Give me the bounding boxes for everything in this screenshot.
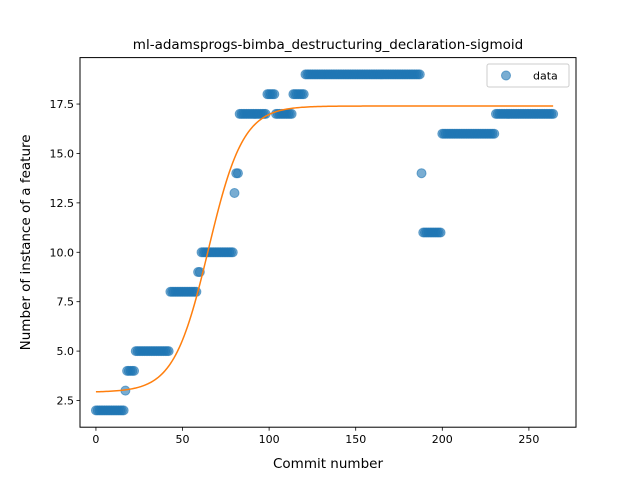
sigmoid-fit-line — [95, 105, 554, 393]
data-point — [286, 108, 297, 119]
y-axis: 2.5 5.0 7.5 10.0 12.5 15.0 17.5 — [50, 98, 80, 408]
y-tick-label: 12.5 — [50, 197, 75, 210]
x-axis: 0 50 100 150 200 250 — [92, 427, 539, 446]
y-axis-label: Number of instance of a feature — [18, 134, 34, 350]
data-point — [414, 69, 425, 80]
x-tick-label: 200 — [432, 433, 453, 446]
x-tick-label: 250 — [518, 433, 539, 446]
y-tick-label: 10.0 — [50, 246, 75, 259]
x-tick-label: 150 — [345, 433, 366, 446]
legend-marker — [501, 70, 511, 81]
plot-area — [90, 69, 559, 416]
legend: data — [486, 63, 570, 88]
x-tick-label: 0 — [92, 433, 99, 446]
y-tick-label: 5.0 — [57, 345, 75, 358]
data-point — [416, 168, 427, 179]
data-point — [298, 89, 309, 100]
data-point — [163, 346, 174, 357]
y-tick-label: 2.5 — [57, 395, 75, 408]
y-tick-label: 17.5 — [50, 98, 75, 111]
legend-box — [486, 63, 570, 88]
data-point — [435, 227, 446, 238]
data-point — [129, 365, 140, 376]
data-point — [118, 405, 129, 416]
plot-frame — [79, 57, 577, 428]
data-point — [548, 108, 559, 119]
data-point — [229, 187, 240, 198]
y-tick-label: 7.5 — [57, 296, 75, 309]
chart-title: ml-adamsprogs-bimba_destructuring_declar… — [133, 37, 523, 53]
x-tick-label: 100 — [259, 433, 280, 446]
data-point — [489, 128, 500, 139]
x-tick-label: 50 — [176, 433, 190, 446]
data-point — [227, 247, 238, 258]
x-axis-label: Commit number — [273, 456, 383, 472]
y-tick-label: 15.0 — [50, 147, 75, 160]
legend-label-data: data — [533, 70, 558, 83]
data-point — [269, 89, 280, 100]
data-point — [232, 168, 243, 179]
